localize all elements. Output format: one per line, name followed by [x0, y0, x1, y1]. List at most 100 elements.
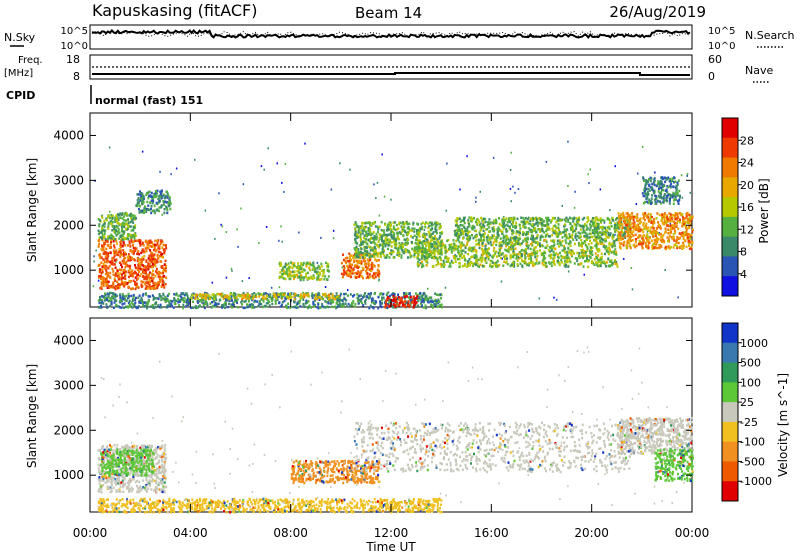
- scatter-cell: [430, 296, 433, 299]
- scatter-cell: [224, 303, 227, 306]
- scatter-cell: [431, 245, 434, 248]
- scatter-cell: [101, 275, 104, 279]
- scatter-cell: [108, 286, 111, 289]
- scatter-cell: [366, 267, 369, 271]
- scatter-cell: [168, 304, 171, 308]
- scatter-cell: [344, 302, 347, 305]
- scatter-cell: [464, 232, 467, 236]
- scatter-cell: [117, 228, 120, 231]
- scatter-cell: [563, 255, 566, 259]
- scatter-cell: [148, 283, 151, 287]
- scatter-cell: [392, 221, 395, 225]
- scatter-cell: [112, 292, 115, 295]
- scatter-cell: [481, 247, 484, 251]
- scatter-cell: [108, 216, 111, 220]
- scatter-cell: [125, 214, 128, 217]
- scatter-cell: [371, 255, 374, 258]
- scatter-cell: [481, 234, 484, 238]
- scatter-cell: [149, 265, 152, 268]
- scatter-cell: [427, 298, 430, 301]
- scatter-cell: [360, 261, 363, 265]
- scatter-cell: [470, 261, 473, 265]
- scatter-cell: [406, 232, 409, 236]
- scatter-cell: [208, 294, 211, 298]
- scatter-cell: [468, 238, 471, 241]
- scatter-cell: [474, 263, 477, 266]
- scatter-cell: [434, 221, 437, 224]
- scatter-cell: [495, 219, 498, 223]
- scatter-cell: [138, 274, 141, 278]
- scatter-cell: [175, 292, 178, 295]
- scatter-cell: [136, 257, 139, 260]
- scatter-cell: [132, 249, 135, 253]
- scatter-cell: [449, 265, 452, 268]
- scatter-cell: [560, 261, 563, 264]
- scatter-cell: [413, 255, 416, 258]
- scatter-cell: [123, 272, 126, 275]
- scatter-cell: [475, 259, 477, 262]
- scatter-cell: [581, 218, 584, 221]
- scatter-cell: [613, 252, 616, 256]
- scatter-cell: [111, 220, 114, 224]
- scatter-cell: [122, 269, 125, 272]
- scatter-cell: [599, 256, 602, 260]
- nsky-label: N.Sky: [4, 31, 36, 44]
- scatter-cell: [102, 278, 105, 281]
- scatter-cell: [152, 298, 155, 301]
- scatter-cell: [439, 257, 442, 260]
- scatter-cell: [166, 294, 169, 297]
- scatter-cell: [366, 272, 369, 275]
- scatter-cell: [552, 244, 555, 248]
- scatter-cell: [226, 299, 229, 302]
- scatter-cell: [516, 263, 519, 266]
- scatter-cell: [101, 279, 104, 282]
- scatter-cell: [112, 270, 115, 273]
- scatter-cell: [271, 298, 274, 302]
- scatter-cell: [156, 253, 159, 257]
- scatter-cell: [151, 262, 154, 266]
- scatter-cell: [543, 231, 546, 234]
- scatter-cell: [196, 295, 198, 299]
- scatter-cell: [297, 294, 300, 297]
- beam-label: Beam 14: [355, 4, 422, 22]
- scatter-cell: [325, 300, 328, 304]
- scatter-cell: [106, 240, 109, 243]
- scatter-cell: [603, 245, 606, 248]
- scatter-cell: [614, 233, 616, 236]
- scatter-cell: [397, 296, 400, 299]
- scatter-cell: [285, 295, 288, 298]
- scatter-cell: [532, 262, 535, 266]
- scatter-cell: [358, 252, 361, 255]
- scatter-cell: [319, 306, 322, 309]
- scatter-cell: [420, 222, 423, 226]
- scatter-cell: [248, 294, 251, 297]
- scatter-cell: [531, 238, 534, 241]
- scatter-cell: [404, 241, 407, 245]
- scatter-cell: [151, 273, 154, 277]
- scatter-cell: [339, 299, 342, 302]
- scatter-cell: [498, 244, 501, 248]
- scatter-cell: [107, 223, 110, 227]
- scatter-cell: [316, 267, 319, 270]
- scatter-cell: [165, 207, 168, 210]
- scatter-cell: [614, 244, 617, 248]
- scatter-cell: [305, 275, 307, 278]
- scatter-cell: [403, 292, 405, 295]
- scatter-cell: [580, 249, 583, 252]
- scatter-cell: [458, 262, 461, 265]
- scatter-cell: [272, 292, 275, 296]
- scatter-cell: [462, 230, 465, 234]
- scatter-cell: [260, 165, 263, 168]
- scatter-cell: [127, 301, 130, 305]
- scatter-cell: [137, 193, 140, 196]
- scatter-cell: [158, 278, 161, 281]
- scatter-cell: [129, 271, 132, 275]
- scatter-cell: [143, 270, 146, 274]
- scatter-cell: [106, 276, 109, 279]
- scatter-cell: [314, 293, 317, 296]
- scatter-cell: [158, 294, 161, 298]
- scatter-cell: [282, 277, 285, 280]
- scatter-cell: [578, 263, 581, 266]
- scatter-cell: [179, 299, 182, 302]
- scatter-cell: [232, 301, 235, 305]
